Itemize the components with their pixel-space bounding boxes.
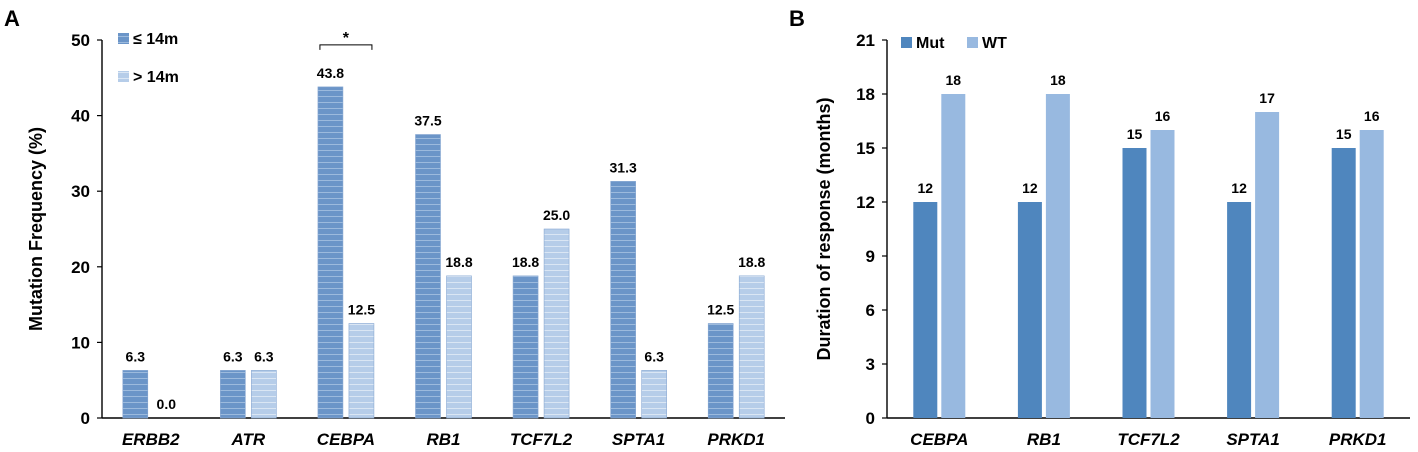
panel-a-data-label: 25.0 xyxy=(543,207,570,223)
panel-a-category-label: ATR xyxy=(231,430,266,449)
panel-b-legend-label: WT xyxy=(982,35,1007,52)
panel-b-data-label: 15 xyxy=(1127,126,1143,142)
panel-a-bar-prkd1-s2 xyxy=(738,275,765,419)
panel-a-bar-cebpa-s2 xyxy=(348,323,375,419)
panel-a-y-axis-title: Mutation Frequency (%) xyxy=(26,127,46,331)
panel-a-legend-label: > 14m xyxy=(133,69,179,86)
panel-b-bar-tcf7l2-s1 xyxy=(1122,148,1147,418)
panel-a-data-label: 6.3 xyxy=(223,348,243,364)
panel-b-bar-prkd1-s2 xyxy=(1359,130,1384,418)
panel-b-bar-spta1-s2 xyxy=(1255,112,1280,418)
panel-b-legend-swatch xyxy=(967,37,978,48)
panel-a-y-tick-label: 10 xyxy=(71,333,90,352)
panel-a-category-label: RB1 xyxy=(426,430,460,449)
panel-b-y-tick-label: 21 xyxy=(856,31,875,50)
panel-b-data-label: 12 xyxy=(918,180,934,196)
panel-b-data-label: 18 xyxy=(1050,72,1066,88)
panel-b-y-tick-label: 12 xyxy=(856,193,875,212)
panel-b-data-label: 15 xyxy=(1336,126,1352,142)
panel-a-bar-spta1-s2 xyxy=(641,370,667,419)
panel-b-bar-cebpa-s2 xyxy=(941,94,966,418)
panel-b-bar-rb1-s2 xyxy=(1045,94,1070,418)
panel-a-bar-rb1-s1 xyxy=(415,134,441,419)
panel-a-data-label: 18.8 xyxy=(512,254,539,270)
panel-b-y-tick-label: 3 xyxy=(866,355,875,374)
panel-a-legend-swatch xyxy=(118,33,129,44)
panel-a-data-label: 18.8 xyxy=(445,254,472,270)
panel-a-letter: A xyxy=(4,6,20,31)
panel-a-data-label: 6.3 xyxy=(644,348,664,364)
panel-b-data-label: 12 xyxy=(1231,180,1247,196)
panel-a-data-label: 6.3 xyxy=(126,348,146,364)
panel-a-significance-marker: * xyxy=(343,30,350,47)
panel-b-y-tick-label: 0 xyxy=(866,409,875,428)
panel-a-significance-bracket xyxy=(319,44,373,50)
panel-a-data-label: 6.3 xyxy=(254,348,274,364)
panel-a-data-label: 37.5 xyxy=(414,113,441,129)
panel-a-category-label: ERBB2 xyxy=(122,430,180,449)
panel-a-y-tick-label: 20 xyxy=(71,258,90,277)
panel-a-data-label: 12.5 xyxy=(707,302,734,318)
panel-a-legend-swatch xyxy=(118,71,129,82)
panel-b-legend-label: Mut xyxy=(916,35,945,52)
panel-a-category-label: PRKD1 xyxy=(707,430,765,449)
panel-a-y-tick-label: 50 xyxy=(71,31,90,50)
panel-a-category-label: TCF7L2 xyxy=(510,430,573,449)
panel-b-y-tick-label: 9 xyxy=(866,247,875,266)
panel-b-bar-prkd1-s1 xyxy=(1331,148,1356,418)
panel-a-data-label: 43.8 xyxy=(317,65,344,81)
panel-b-chart: Duration of response (months) 0 3 6 9 12 15 18 2… xyxy=(814,31,1410,449)
panel-a-bar-erbb2-s1 xyxy=(122,370,149,419)
panel-a-bar-atr-s1 xyxy=(220,370,246,419)
panel-a-y-tick-label: 30 xyxy=(71,182,90,201)
panel-b-data-label: 16 xyxy=(1155,108,1171,124)
panel-b-bar-spta1-s1 xyxy=(1227,202,1252,418)
panel-b-data-label: 16 xyxy=(1364,108,1380,124)
panel-b-data-label: 17 xyxy=(1259,90,1275,106)
panel-b-letter: B xyxy=(789,6,805,31)
panel-b-category-label: RB1 xyxy=(1027,430,1061,449)
panel-a-category-label: CEBPA xyxy=(317,430,375,449)
panel-b-y-tick-label: 18 xyxy=(856,85,875,104)
panel-b-legend-swatch xyxy=(901,37,912,48)
panel-a-data-label: 12.5 xyxy=(348,302,375,318)
panel-a-chart: Mutation Frequency (%) 0 10 20 30 40 50 6.3 0.0 E… xyxy=(26,30,785,449)
panel-b-data-label: 18 xyxy=(946,72,962,88)
panel-a-data-label: 31.3 xyxy=(610,159,637,175)
panel-b-y-tick-label: 6 xyxy=(866,301,875,320)
panel-a-bar-spta1-s1 xyxy=(610,181,636,419)
panel-a-bar-tcf7l2-s2 xyxy=(543,228,570,419)
panel-a-bar-atr-s2 xyxy=(251,370,277,419)
panel-a-data-label: 0.0 xyxy=(157,396,177,412)
panel-a-bar-prkd1-s1 xyxy=(707,323,734,419)
panel-b-bar-cebpa-s1 xyxy=(913,202,938,418)
panel-b-category-label: TCF7L2 xyxy=(1117,430,1180,449)
panel-a-category-label: SPTA1 xyxy=(612,430,666,449)
panel-a-legend-label: ≤ 14m xyxy=(133,31,178,48)
panel-b-data-label: 12 xyxy=(1022,180,1038,196)
panel-a-data-label: 18.8 xyxy=(738,254,765,270)
panel-b-y-axis-title: Duration of response (months) xyxy=(814,97,834,360)
panel-a-bar-rb1-s2 xyxy=(446,275,472,419)
panel-b-category-label: SPTA1 xyxy=(1226,430,1280,449)
panel-b-bar-rb1-s1 xyxy=(1017,202,1042,418)
panel-a-y-tick-label: 40 xyxy=(71,107,90,126)
panel-b-y-tick-label: 15 xyxy=(856,139,875,158)
panel-a-y-tick-label: 0 xyxy=(81,409,90,428)
panel-b-category-label: CEBPA xyxy=(910,430,968,449)
panel-a-bar-cebpa-s1 xyxy=(317,86,344,419)
panel-b-bar-tcf7l2-s2 xyxy=(1150,130,1175,418)
panel-a-bar-tcf7l2-s1 xyxy=(512,275,539,419)
panel-b-category-label: PRKD1 xyxy=(1329,430,1387,449)
